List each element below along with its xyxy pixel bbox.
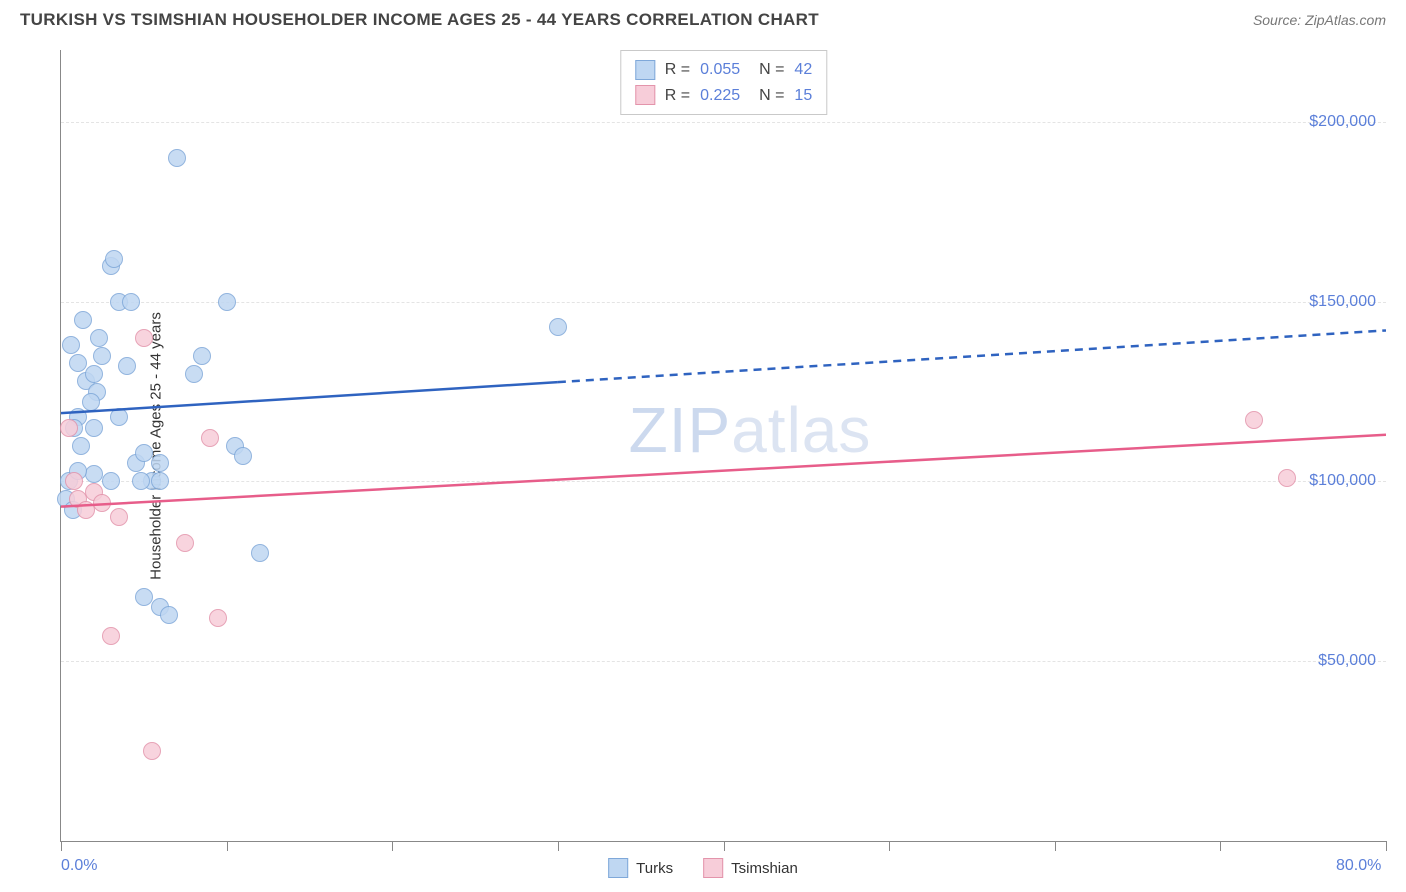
chart-header: TURKISH VS TSIMSHIAN HOUSEHOLDER INCOME … (0, 0, 1406, 36)
x-axis-label: 80.0% (1336, 857, 1381, 875)
data-point (209, 609, 227, 627)
plot-area: ZIPatlas R = 0.055 N = 42R = 0.225 N = 1… (60, 50, 1386, 842)
r-value: 0.055 (700, 57, 740, 83)
x-tick (558, 841, 559, 851)
chart-area: Householder Income Ages 25 - 44 years ZI… (50, 50, 1386, 842)
data-point (193, 347, 211, 365)
y-tick-label: $150,000 (1309, 293, 1376, 311)
legend-label: Turks (636, 860, 673, 877)
r-label: R = (665, 83, 690, 109)
x-tick (724, 841, 725, 851)
data-point (160, 606, 178, 624)
x-tick (1055, 841, 1056, 851)
data-point (185, 365, 203, 383)
x-tick (392, 841, 393, 851)
legend-swatch (635, 85, 655, 105)
data-point (251, 544, 269, 562)
data-point (85, 365, 103, 383)
series-legend: Turks Tsimshian (608, 858, 798, 878)
data-point (135, 329, 153, 347)
x-tick (889, 841, 890, 851)
x-tick (1220, 841, 1221, 851)
data-point (1245, 411, 1263, 429)
data-point (60, 419, 78, 437)
data-point (1278, 469, 1296, 487)
stats-legend: R = 0.055 N = 42R = 0.225 N = 15 (620, 50, 827, 115)
data-point (85, 419, 103, 437)
trend-line (61, 50, 1386, 841)
data-point (77, 501, 95, 519)
x-tick (1386, 841, 1387, 851)
legend-swatch (608, 858, 628, 878)
y-tick-label: $100,000 (1309, 472, 1376, 490)
gridline (61, 302, 1386, 303)
data-point (93, 347, 111, 365)
source-attribution: Source: ZipAtlas.com (1253, 12, 1386, 28)
gridline (61, 481, 1386, 482)
watermark: ZIPatlas (629, 393, 872, 467)
legend-swatch (703, 858, 723, 878)
data-point (90, 329, 108, 347)
legend-row: R = 0.055 N = 42 (635, 57, 812, 83)
y-tick-label: $200,000 (1309, 113, 1376, 131)
data-point (234, 447, 252, 465)
data-point (69, 354, 87, 372)
data-point (102, 627, 120, 645)
r-label: R = (665, 57, 690, 83)
data-point (168, 149, 186, 167)
data-point (218, 293, 236, 311)
n-label: N = (750, 83, 784, 109)
legend-item: Tsimshian (703, 858, 798, 878)
data-point (110, 508, 128, 526)
x-tick (61, 841, 62, 851)
data-point (176, 534, 194, 552)
x-tick (227, 841, 228, 851)
data-point (82, 393, 100, 411)
data-point (201, 429, 219, 447)
data-point (135, 444, 153, 462)
y-tick-label: $50,000 (1318, 652, 1376, 670)
gridline (61, 661, 1386, 662)
legend-row: R = 0.225 N = 15 (635, 83, 812, 109)
data-point (549, 318, 567, 336)
data-point (74, 311, 92, 329)
data-point (72, 437, 90, 455)
data-point (93, 494, 111, 512)
data-point (132, 472, 150, 490)
r-value: 0.225 (700, 83, 740, 109)
n-value: 15 (794, 83, 812, 109)
chart-title: TURKISH VS TSIMSHIAN HOUSEHOLDER INCOME … (20, 10, 819, 30)
data-point (143, 742, 161, 760)
x-axis-label: 0.0% (61, 857, 97, 875)
data-point (62, 336, 80, 354)
data-point (85, 465, 103, 483)
data-point (110, 408, 128, 426)
n-value: 42 (794, 57, 812, 83)
data-point (135, 588, 153, 606)
trend-line (61, 50, 1386, 841)
data-point (118, 357, 136, 375)
data-point (151, 472, 169, 490)
data-point (151, 454, 169, 472)
data-point (102, 472, 120, 490)
n-label: N = (750, 57, 784, 83)
data-point (122, 293, 140, 311)
legend-item: Turks (608, 858, 673, 878)
data-point (65, 472, 83, 490)
legend-swatch (635, 60, 655, 80)
gridline (61, 122, 1386, 123)
data-point (105, 250, 123, 268)
legend-label: Tsimshian (731, 860, 798, 877)
